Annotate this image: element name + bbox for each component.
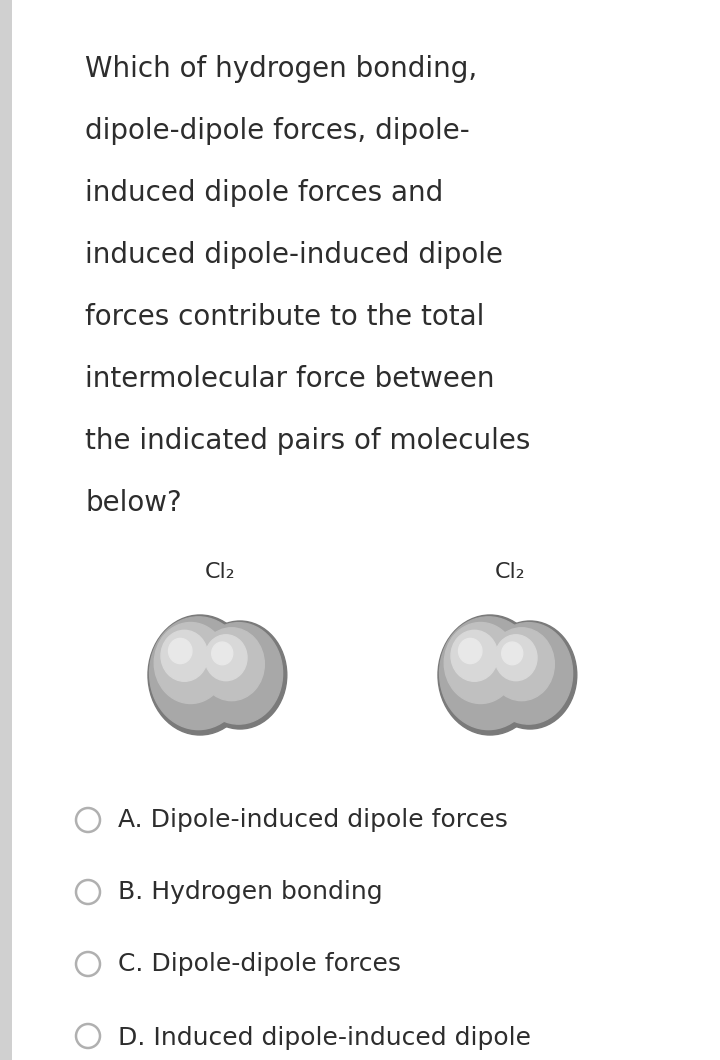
FancyBboxPatch shape [0, 0, 12, 1060]
Text: Cl₂: Cl₂ [204, 562, 235, 582]
Ellipse shape [451, 631, 498, 682]
Ellipse shape [148, 615, 252, 735]
Text: forces contribute to the total: forces contribute to the total [85, 303, 485, 331]
Text: B. Hydrogen bonding: B. Hydrogen bonding [118, 880, 382, 904]
Ellipse shape [168, 638, 192, 664]
Text: D. Induced dipole-induced dipole: D. Induced dipole-induced dipole [118, 1026, 531, 1050]
Text: dipole-dipole forces, dipole-: dipole-dipole forces, dipole- [85, 117, 469, 145]
Text: induced dipole forces and: induced dipole forces and [85, 179, 444, 207]
Ellipse shape [205, 635, 247, 681]
Ellipse shape [439, 617, 537, 729]
Ellipse shape [199, 628, 264, 701]
Text: induced dipole-induced dipole: induced dipole-induced dipole [85, 241, 503, 269]
Ellipse shape [459, 638, 482, 664]
Ellipse shape [489, 628, 554, 701]
Ellipse shape [502, 642, 523, 665]
Text: Cl₂: Cl₂ [495, 562, 526, 582]
Ellipse shape [483, 621, 577, 729]
Ellipse shape [154, 622, 227, 704]
Text: C. Dipole-dipole forces: C. Dipole-dipole forces [118, 952, 401, 976]
Text: A. Dipole-induced dipole forces: A. Dipole-induced dipole forces [118, 808, 508, 832]
Text: below?: below? [85, 489, 181, 517]
Text: Which of hydrogen bonding,: Which of hydrogen bonding, [85, 55, 477, 83]
Ellipse shape [194, 622, 282, 724]
Ellipse shape [444, 622, 517, 704]
Ellipse shape [193, 621, 287, 729]
Ellipse shape [485, 622, 572, 724]
Text: the indicated pairs of molecules: the indicated pairs of molecules [85, 427, 531, 455]
Text: intermolecular force between: intermolecular force between [85, 365, 495, 393]
Ellipse shape [212, 642, 233, 665]
Ellipse shape [495, 635, 537, 681]
Ellipse shape [438, 615, 542, 735]
Ellipse shape [150, 617, 248, 729]
Ellipse shape [161, 631, 208, 682]
